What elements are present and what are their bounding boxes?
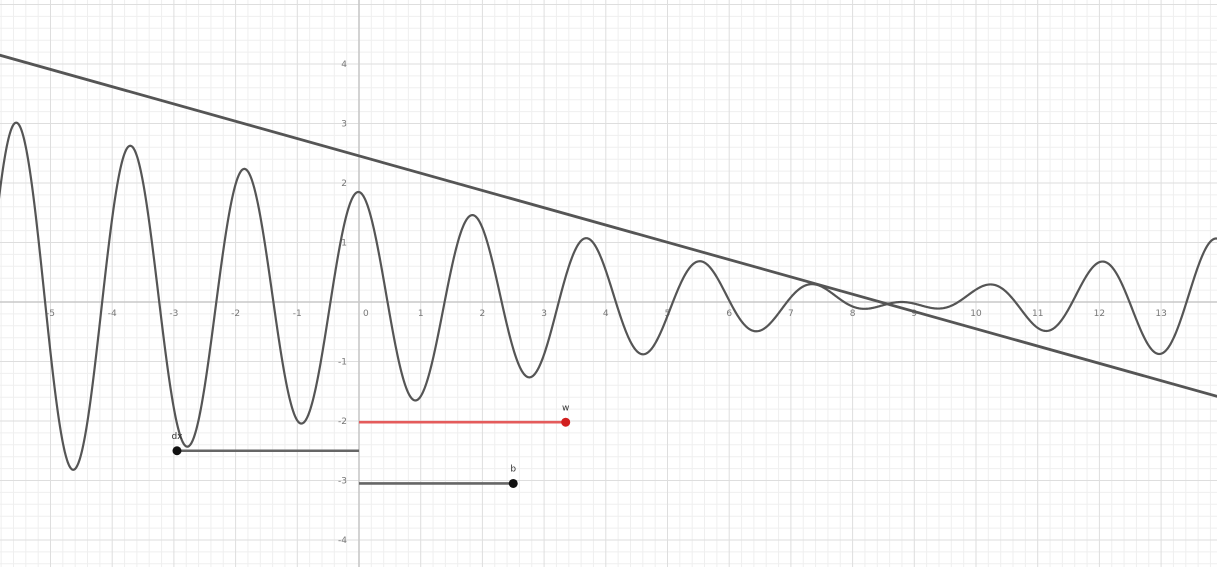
envelope-line	[0, 53, 1217, 398]
x-tick-label: 6	[726, 309, 732, 319]
x-tick-label: 2	[480, 309, 486, 319]
y-tick-label: 1	[341, 239, 347, 249]
x-tick-label: 9	[911, 309, 917, 319]
slider-dx[interactable]: dx	[171, 432, 359, 456]
y-tick-label: -3	[338, 477, 347, 487]
oscillation-curve	[0, 121, 1217, 471]
y-tick-label: 2	[341, 179, 347, 189]
x-tick-label: -3	[169, 309, 178, 319]
y-tick-label: 4	[341, 60, 347, 70]
slider-w[interactable]: w	[359, 403, 571, 427]
y-tick-label: -4	[338, 536, 347, 546]
x-tick-label: 1	[418, 309, 424, 319]
x-tick-label: 8	[850, 309, 856, 319]
x-tick-label: 11	[1032, 309, 1043, 319]
slider-handle[interactable]	[561, 417, 571, 427]
x-tick-label: -4	[108, 309, 117, 319]
slider-handle[interactable]	[508, 478, 518, 488]
x-tick-label: -2	[231, 309, 240, 319]
slider-b[interactable]: b	[359, 465, 518, 488]
x-tick-label: 4	[603, 309, 609, 319]
slider-label: w	[562, 403, 569, 413]
y-tick-label: 3	[341, 120, 347, 130]
x-tick-label: 7	[788, 309, 794, 319]
sliders[interactable]: dx w b	[171, 403, 571, 488]
x-tick-label: -1	[293, 309, 302, 319]
y-tick-label: -1	[338, 358, 347, 368]
x-tick-label: -5	[46, 309, 55, 319]
slider-label: dx	[171, 432, 183, 442]
slider-handle[interactable]	[172, 446, 182, 456]
tick-labels: -6-5-4-3-2-1012345678910111213144321-1-2…	[46, 60, 1167, 546]
slider-label: b	[510, 465, 516, 475]
y-tick-label: -2	[338, 417, 347, 427]
x-tick-label: 13	[1155, 309, 1166, 319]
x-tick-label: 12	[1094, 309, 1105, 319]
x-tick-label: 0	[363, 309, 369, 319]
x-tick-label: 3	[541, 309, 547, 319]
x-tick-label: 10	[970, 309, 982, 319]
series-layer	[0, 53, 1217, 471]
